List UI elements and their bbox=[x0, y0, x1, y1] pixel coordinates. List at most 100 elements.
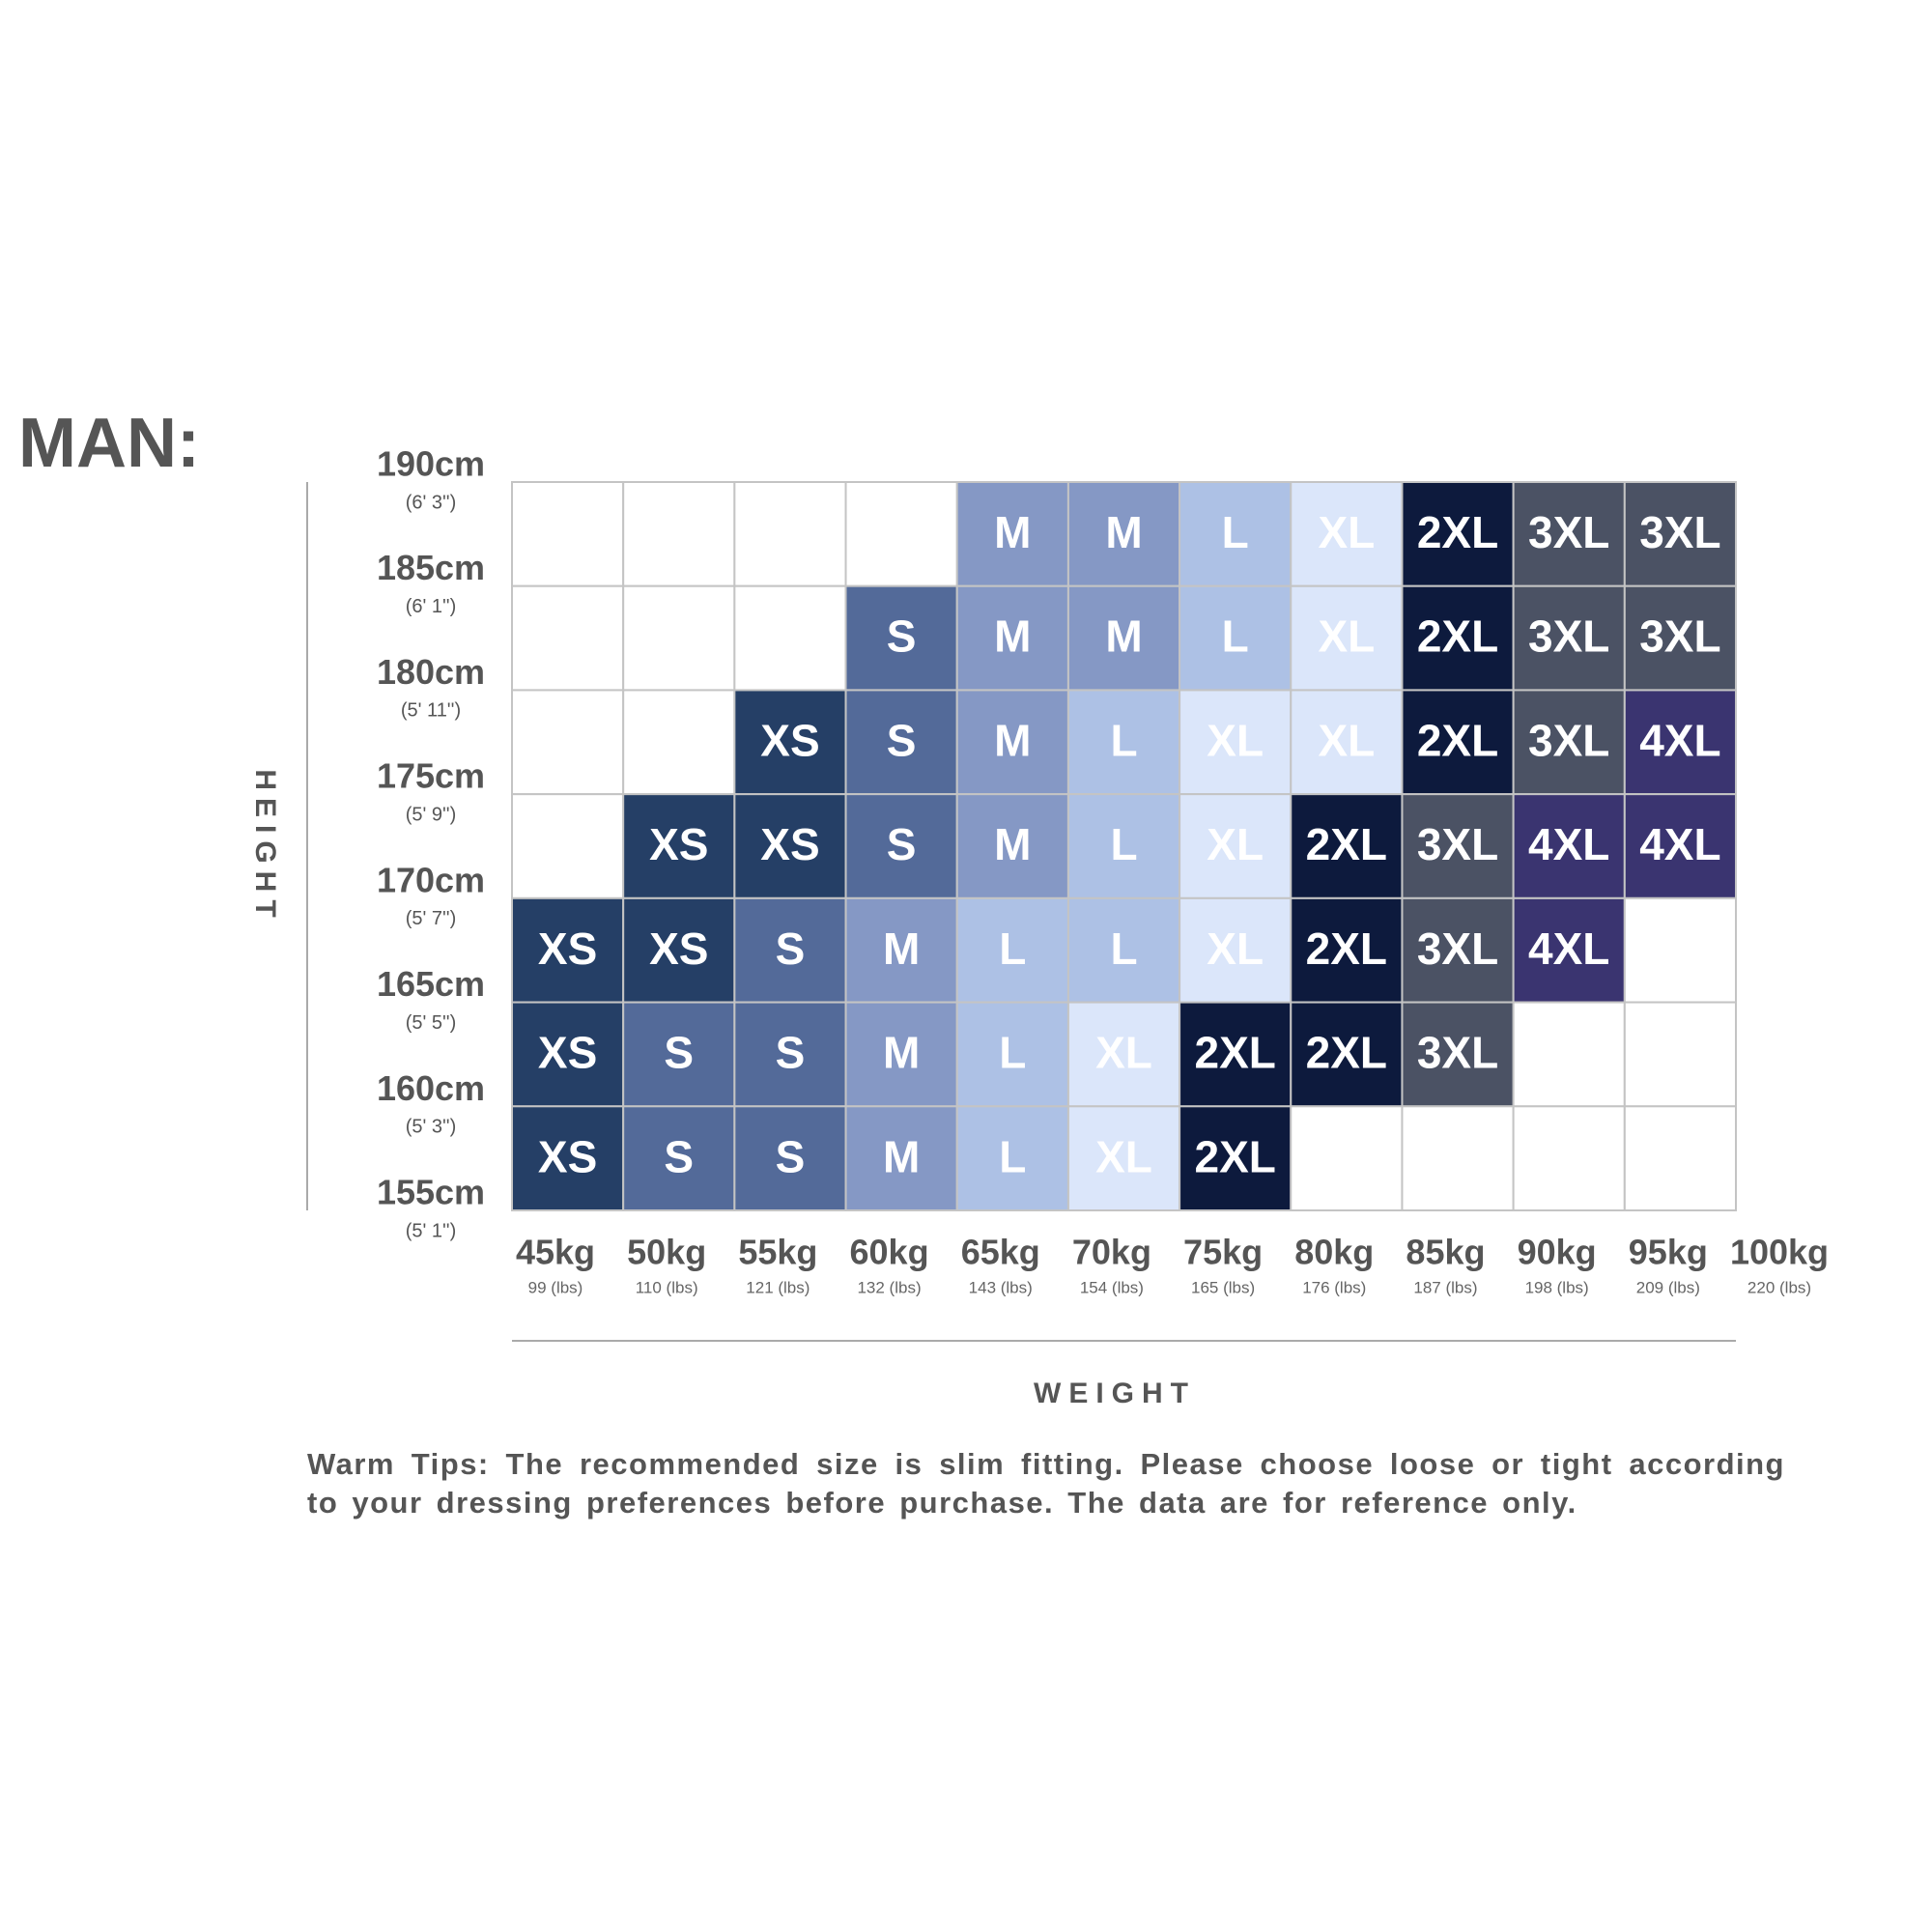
y-axis-label: HEIGHT bbox=[249, 769, 281, 924]
size-label: L bbox=[1110, 923, 1137, 974]
size-cell bbox=[511, 793, 625, 899]
height-ft-label: (5' 9'') bbox=[406, 804, 457, 825]
size-cell bbox=[1179, 481, 1293, 587]
height-ft-label: (6' 1'') bbox=[406, 596, 457, 617]
size-label: 3XL bbox=[1417, 819, 1498, 869]
size-cell bbox=[1623, 481, 1738, 587]
weight-kg-label: 80kg bbox=[1294, 1233, 1374, 1272]
height-cm-label: 155cm bbox=[377, 1173, 485, 1212]
size-cell bbox=[1512, 689, 1626, 796]
size-cell bbox=[844, 481, 958, 587]
height-ft-label: (6' 3'') bbox=[406, 492, 457, 513]
weight-kg-label: 55kg bbox=[738, 1233, 817, 1272]
size-cell bbox=[1512, 1105, 1626, 1212]
size-label: 3XL bbox=[1639, 611, 1720, 662]
size-label: XS bbox=[649, 819, 708, 869]
size-label: S bbox=[776, 1131, 806, 1181]
size-cell bbox=[1401, 1105, 1515, 1212]
size-label: XS bbox=[538, 923, 597, 974]
size-cell bbox=[1066, 1001, 1181, 1108]
size-label: 3XL bbox=[1639, 507, 1720, 557]
size-label: 3XL bbox=[1528, 611, 1609, 662]
weight-kg-label: 70kg bbox=[1072, 1233, 1151, 1272]
weight-kg-label: 75kg bbox=[1183, 1233, 1263, 1272]
height-ft-label: (5' 3'') bbox=[406, 1117, 457, 1138]
height-cm-label: 165cm bbox=[377, 964, 485, 1004]
weight-kg-label: 65kg bbox=[961, 1233, 1040, 1272]
size-label: XL bbox=[1318, 715, 1375, 765]
size-label: S bbox=[887, 611, 917, 662]
height-ft-label: (5' 5'') bbox=[406, 1012, 457, 1034]
size-cell bbox=[1179, 896, 1293, 1004]
size-label: 2XL bbox=[1306, 1028, 1387, 1078]
size-cell bbox=[955, 689, 1069, 796]
size-cell bbox=[1179, 584, 1293, 692]
size-cell bbox=[733, 584, 847, 692]
size-label: XL bbox=[1207, 923, 1264, 974]
weight-kg-label: 45kg bbox=[516, 1233, 595, 1272]
size-cell bbox=[1179, 1105, 1293, 1212]
size-label: M bbox=[994, 819, 1031, 869]
size-label: S bbox=[776, 923, 806, 974]
size-cell bbox=[844, 896, 958, 1004]
size-cell bbox=[1290, 584, 1404, 692]
size-label: L bbox=[1110, 715, 1137, 765]
weight-kg-label: 100kg bbox=[1730, 1233, 1829, 1272]
size-cell bbox=[1179, 793, 1293, 899]
size-cell bbox=[511, 689, 625, 796]
size-cell bbox=[844, 689, 958, 796]
size-cell bbox=[1623, 689, 1738, 796]
height-cm-label: 170cm bbox=[377, 860, 485, 899]
x-axis-label: WEIGHT bbox=[1034, 1378, 1196, 1409]
weight-lbs-label: 165 (lbs) bbox=[1191, 1278, 1255, 1296]
size-label: 3XL bbox=[1417, 923, 1498, 974]
size-cell bbox=[1179, 1001, 1293, 1108]
size-cell bbox=[511, 896, 625, 1004]
size-label: XL bbox=[1095, 1028, 1152, 1078]
size-cell bbox=[511, 584, 625, 692]
size-label: 4XL bbox=[1639, 819, 1720, 869]
weight-lbs-label: 220 (lbs) bbox=[1747, 1278, 1811, 1296]
size-cell bbox=[1290, 896, 1404, 1004]
size-cell bbox=[955, 1105, 1069, 1212]
size-label: S bbox=[776, 1028, 806, 1078]
size-label: M bbox=[994, 507, 1031, 557]
size-cell bbox=[1623, 793, 1738, 899]
size-label: L bbox=[1110, 819, 1137, 869]
warm-tips: Warm Tips: The recommended size is slim … bbox=[307, 1447, 1785, 1520]
size-label: XL bbox=[1095, 1131, 1152, 1181]
size-cell bbox=[1290, 689, 1404, 796]
size-cell bbox=[622, 481, 736, 587]
weight-kg-label: 90kg bbox=[1518, 1233, 1597, 1272]
height-cm-label: 180cm bbox=[377, 652, 485, 692]
size-label: XL bbox=[1207, 819, 1264, 869]
size-label: 4XL bbox=[1528, 819, 1609, 869]
size-label: 4XL bbox=[1639, 715, 1720, 765]
size-label: XL bbox=[1318, 611, 1375, 662]
weight-kg-label: 50kg bbox=[627, 1233, 706, 1272]
size-cell bbox=[1290, 481, 1404, 587]
size-label: S bbox=[664, 1028, 694, 1078]
size-cell bbox=[1066, 1105, 1181, 1212]
height-cm-label: 175cm bbox=[377, 756, 485, 796]
size-label: XS bbox=[760, 715, 819, 765]
size-label: M bbox=[994, 611, 1031, 662]
size-cell bbox=[1512, 584, 1626, 692]
size-label: 2XL bbox=[1306, 819, 1387, 869]
weight-lbs-label: 209 (lbs) bbox=[1636, 1278, 1700, 1296]
size-label: XS bbox=[649, 923, 708, 974]
size-label: L bbox=[999, 923, 1026, 974]
weight-lbs-label: 187 (lbs) bbox=[1413, 1278, 1477, 1296]
size-label: 2XL bbox=[1417, 715, 1498, 765]
height-cm-label: 190cm bbox=[377, 444, 485, 484]
size-cell bbox=[733, 1105, 847, 1212]
size-cell bbox=[622, 689, 736, 796]
size-label: 3XL bbox=[1528, 507, 1609, 557]
size-cell bbox=[1623, 896, 1738, 1004]
size-cell bbox=[844, 793, 958, 899]
size-label: M bbox=[1105, 611, 1142, 662]
size-cell bbox=[1512, 793, 1626, 899]
size-label: S bbox=[664, 1131, 694, 1181]
height-ft-label: (5' 11'') bbox=[401, 700, 461, 722]
